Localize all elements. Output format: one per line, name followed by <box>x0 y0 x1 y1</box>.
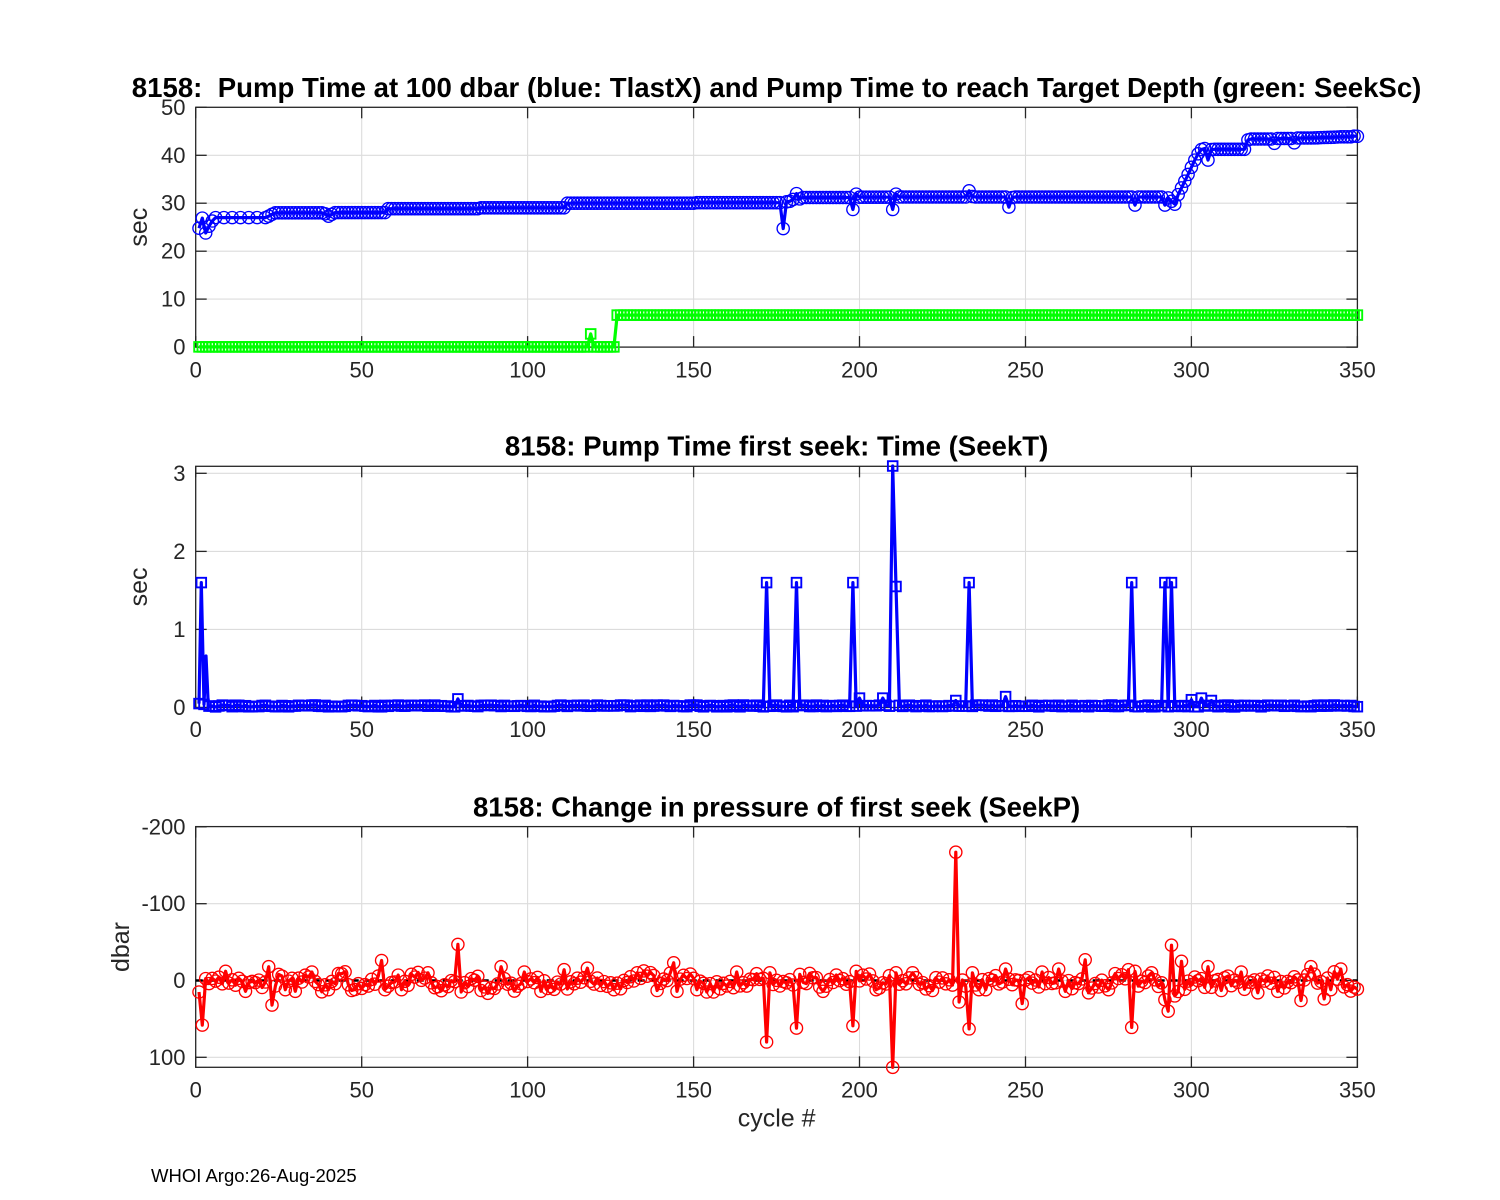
svg-text:-100: -100 <box>141 891 185 916</box>
svg-text:0: 0 <box>190 1078 202 1103</box>
svg-text:100: 100 <box>509 1078 546 1103</box>
svg-text:100: 100 <box>509 717 546 742</box>
svg-text:250: 250 <box>1007 358 1044 383</box>
svg-text:8158: Change in pressure of fi: 8158: Change in pressure of first seek (… <box>473 792 1080 823</box>
svg-text:350: 350 <box>1339 358 1376 383</box>
svg-text:0: 0 <box>190 358 202 383</box>
svg-text:dbar: dbar <box>107 922 135 972</box>
svg-text:-200: -200 <box>141 814 185 839</box>
svg-text:0: 0 <box>190 717 202 742</box>
svg-text:0: 0 <box>173 968 185 993</box>
svg-text:250: 250 <box>1007 717 1044 742</box>
svg-text:sec: sec <box>125 567 153 606</box>
svg-text:WHOI Argo:26-Aug-2025: WHOI Argo:26-Aug-2025 <box>151 1165 357 1186</box>
svg-text:200: 200 <box>841 1078 878 1103</box>
svg-text:cycle #: cycle # <box>738 1105 816 1133</box>
svg-text:8158: Pump Time at 100 dbar (: 8158: Pump Time at 100 dbar (blue: Tlast… <box>132 72 1422 103</box>
svg-text:30: 30 <box>161 191 185 216</box>
svg-text:100: 100 <box>149 1045 186 1070</box>
svg-text:100: 100 <box>509 358 546 383</box>
svg-text:10: 10 <box>161 287 185 312</box>
svg-text:350: 350 <box>1339 717 1376 742</box>
svg-text:50: 50 <box>161 95 185 120</box>
svg-text:350: 350 <box>1339 1078 1376 1103</box>
svg-text:50: 50 <box>349 717 373 742</box>
svg-text:200: 200 <box>841 358 878 383</box>
svg-text:20: 20 <box>161 239 185 264</box>
svg-text:250: 250 <box>1007 1078 1044 1103</box>
svg-text:8158: Pump Time first seek: Ti: 8158: Pump Time first seek: Time (SeekT) <box>505 431 1048 462</box>
svg-text:1: 1 <box>173 617 185 642</box>
svg-text:150: 150 <box>675 358 712 383</box>
svg-text:150: 150 <box>675 717 712 742</box>
svg-text:40: 40 <box>161 143 185 168</box>
svg-text:200: 200 <box>841 717 878 742</box>
svg-text:300: 300 <box>1173 358 1210 383</box>
svg-text:300: 300 <box>1173 1078 1210 1103</box>
svg-text:0: 0 <box>173 335 185 360</box>
svg-text:50: 50 <box>349 1078 373 1103</box>
svg-text:sec: sec <box>125 208 153 247</box>
svg-text:3: 3 <box>173 461 185 486</box>
svg-text:150: 150 <box>675 1078 712 1103</box>
svg-text:300: 300 <box>1173 717 1210 742</box>
svg-text:0: 0 <box>173 695 185 720</box>
svg-text:50: 50 <box>349 358 373 383</box>
svg-text:2: 2 <box>173 539 185 564</box>
